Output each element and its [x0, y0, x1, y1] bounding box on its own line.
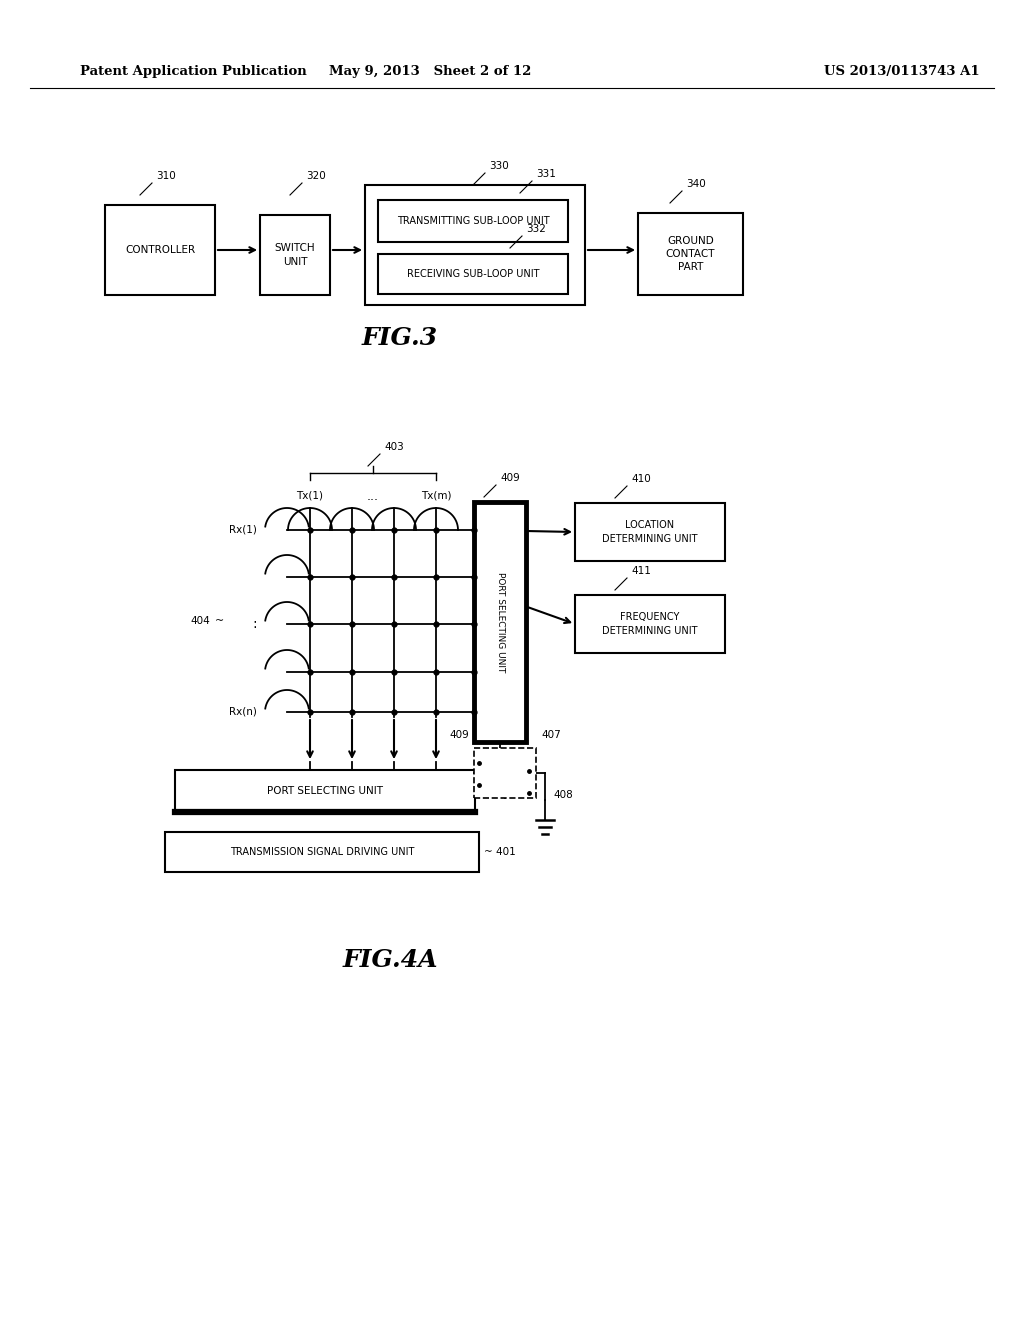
Bar — [175, 770, 475, 812]
Text: :: : — [252, 618, 257, 631]
Text: TRANSMITTING SUB-LOOP UNIT: TRANSMITTING SUB-LOOP UNIT — [396, 216, 549, 226]
Bar — [378, 253, 568, 294]
Bar — [575, 595, 725, 653]
Text: Tx(m): Tx(m) — [421, 491, 452, 502]
Text: Patent Application Publication: Patent Application Publication — [80, 66, 307, 78]
Text: RECEIVING SUB-LOOP UNIT: RECEIVING SUB-LOOP UNIT — [407, 269, 540, 279]
Text: LOCATION
DETERMINING UNIT: LOCATION DETERMINING UNIT — [602, 520, 697, 544]
Text: 409: 409 — [500, 473, 520, 483]
Text: Rx(1): Rx(1) — [229, 525, 257, 535]
Text: PORT SELECTING UNIT: PORT SELECTING UNIT — [267, 785, 383, 796]
Text: GROUND
CONTACT
PART: GROUND CONTACT PART — [666, 236, 715, 272]
Text: 320: 320 — [306, 172, 326, 181]
Text: FIG.4A: FIG.4A — [342, 948, 437, 972]
Text: FIG.3: FIG.3 — [361, 326, 438, 350]
Text: 404: 404 — [190, 616, 210, 626]
Text: Rx(n): Rx(n) — [229, 708, 257, 717]
Text: 310: 310 — [156, 172, 176, 181]
Text: US 2013/0113743 A1: US 2013/0113743 A1 — [824, 66, 980, 78]
Text: SWITCH
UNIT: SWITCH UNIT — [274, 243, 315, 267]
Text: Tx(1): Tx(1) — [297, 491, 324, 502]
Text: ~ 401: ~ 401 — [484, 847, 516, 857]
Text: ~: ~ — [215, 616, 224, 626]
Text: 403: 403 — [384, 442, 403, 451]
Bar — [378, 201, 568, 242]
Text: PORT SELECTING UNIT: PORT SELECTING UNIT — [496, 572, 505, 672]
Text: 330: 330 — [489, 161, 509, 172]
Text: 340: 340 — [686, 180, 706, 189]
Text: ~ 402: ~ 402 — [480, 785, 512, 796]
Text: 332: 332 — [526, 224, 546, 234]
Bar — [260, 215, 330, 294]
Text: 407: 407 — [541, 730, 561, 741]
Bar — [638, 213, 743, 294]
Text: 410: 410 — [631, 474, 650, 484]
Bar — [575, 503, 725, 561]
Text: 409: 409 — [450, 730, 469, 741]
Text: CONTROLLER: CONTROLLER — [125, 246, 195, 255]
Text: ...: ... — [367, 490, 379, 503]
Text: 408: 408 — [553, 789, 572, 800]
Bar — [474, 502, 526, 742]
Bar — [474, 748, 536, 799]
Text: TRANSMISSION SIGNAL DRIVING UNIT: TRANSMISSION SIGNAL DRIVING UNIT — [229, 847, 414, 857]
Text: FREQUENCY
DETERMINING UNIT: FREQUENCY DETERMINING UNIT — [602, 612, 697, 636]
Bar — [365, 185, 585, 305]
Bar — [165, 832, 479, 873]
Bar — [105, 205, 215, 294]
Text: May 9, 2013   Sheet 2 of 12: May 9, 2013 Sheet 2 of 12 — [329, 66, 531, 78]
Text: 411: 411 — [631, 566, 651, 576]
Text: 331: 331 — [536, 169, 556, 180]
